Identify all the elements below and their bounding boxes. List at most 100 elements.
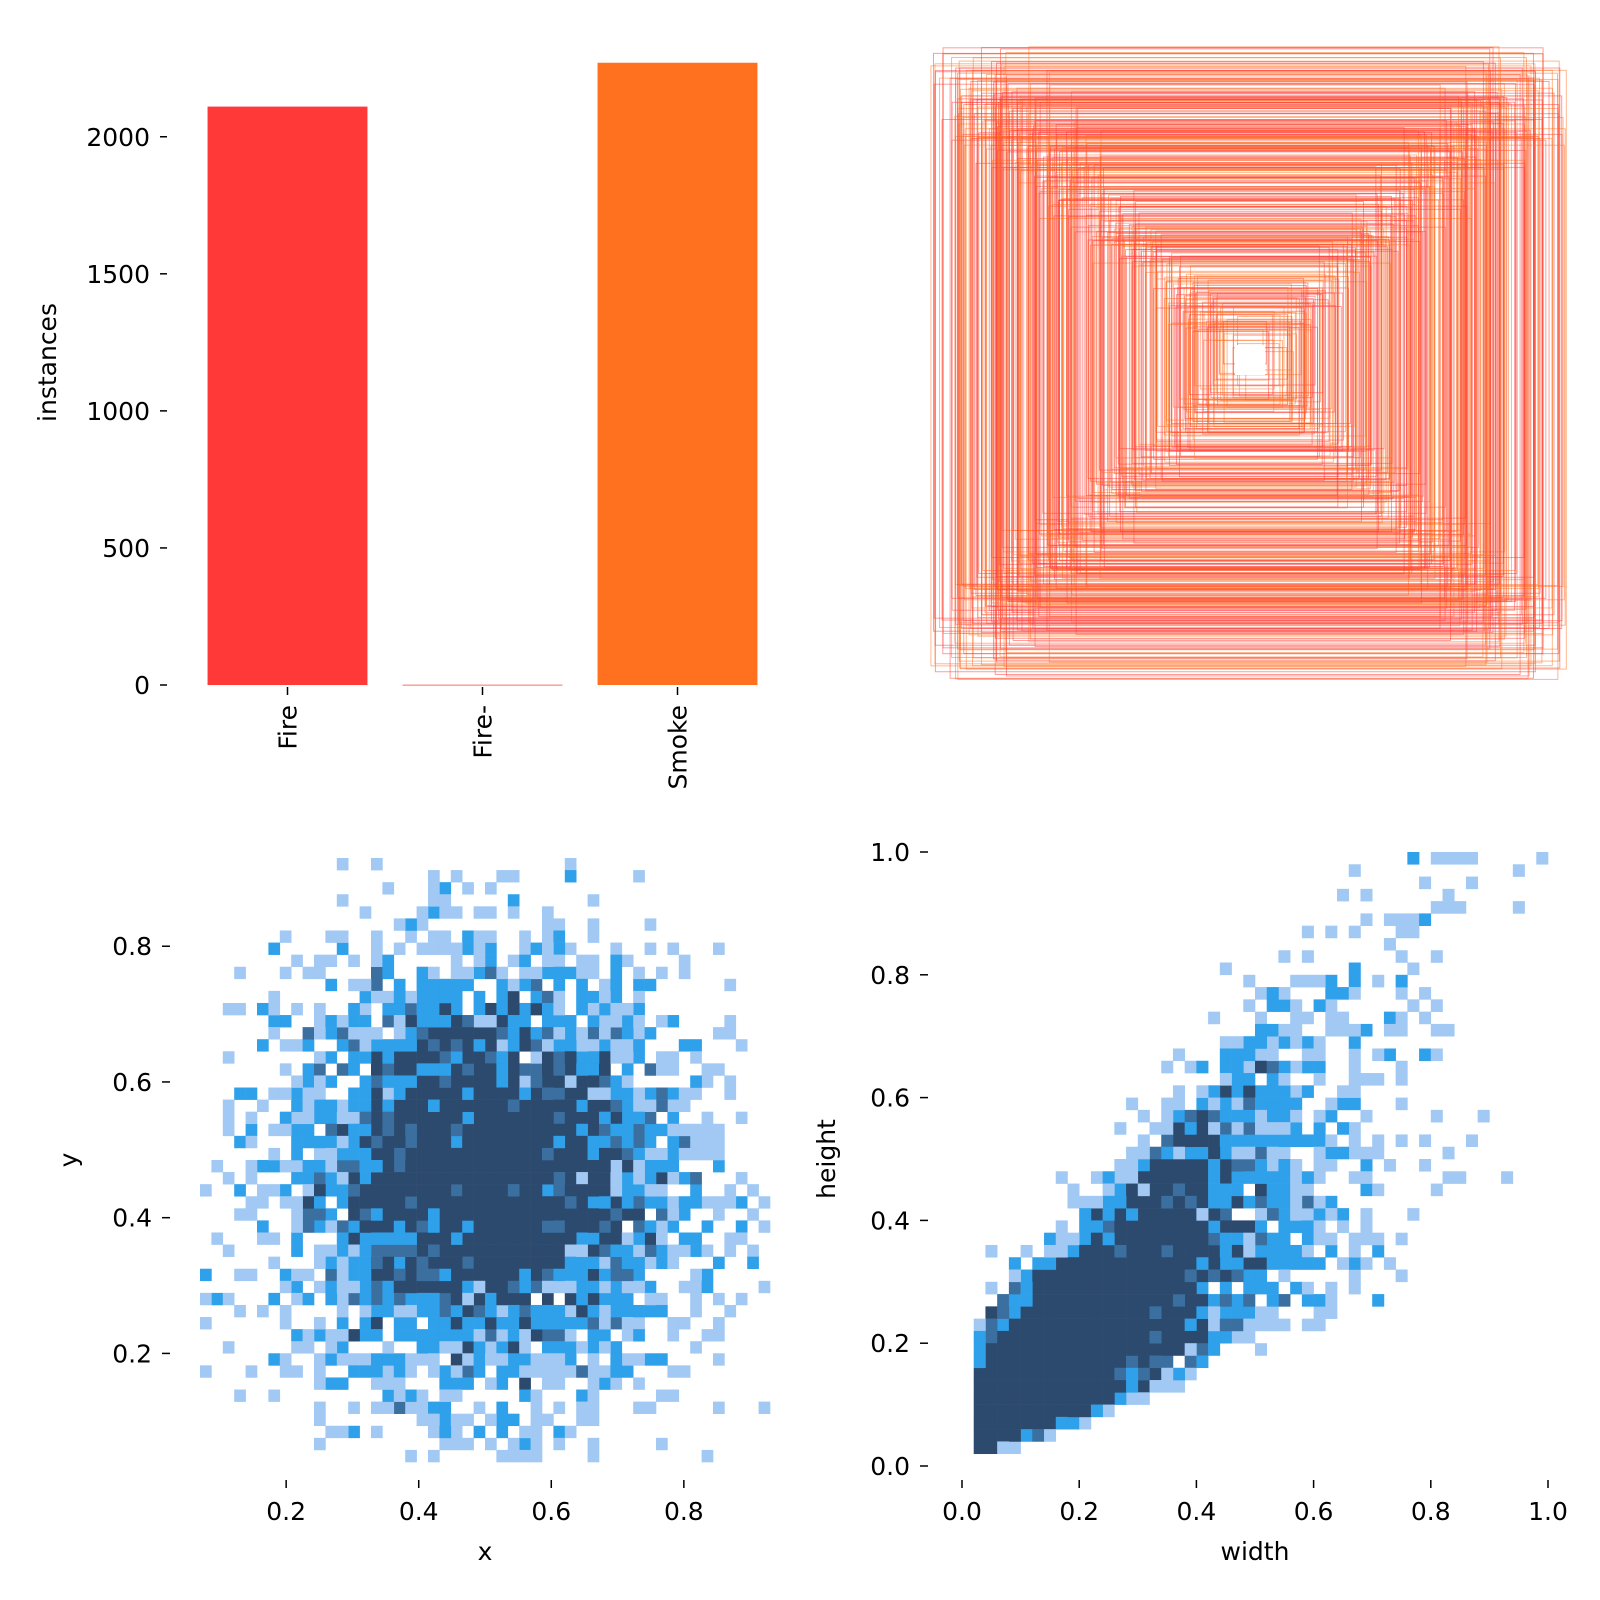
heatmap-cell [279,1317,292,1330]
heatmap-cell [599,1280,611,1294]
heatmap-cell [667,1111,680,1125]
heatmap-cell [507,1232,520,1245]
heatmap-cell [1348,864,1361,877]
heatmap-cell [1161,1294,1174,1307]
heatmap-cell [507,1413,520,1427]
heatmap-cell [530,1329,543,1342]
heatmap-cell [1055,1367,1068,1381]
heatmap-cell [1137,1183,1150,1197]
heatmap-cell [416,1087,429,1100]
heatmap-cell [325,1147,338,1161]
heatmap-cell [302,1039,315,1052]
heatmap-cell [439,1232,452,1245]
heatmap-cell [553,1401,566,1414]
heatmap-cell [1008,1367,1021,1381]
heatmap-cell [1278,987,1291,1000]
heatmap-cell [405,1002,417,1016]
heatmap-cell [371,1039,383,1052]
bounding-box-outline [1202,301,1315,435]
heatmap-cell [1020,1392,1033,1405]
heatmap-cell [507,1051,520,1064]
heatmap-cell [564,1341,577,1354]
heatmap-cell [428,1147,440,1161]
heatmap-cell [1102,1269,1115,1283]
heatmap-cell [576,1317,588,1330]
heatmap-cell [1067,1232,1080,1246]
heatmap-cell [1243,1220,1256,1233]
heatmap-cell [507,870,520,883]
heatmap-cell [382,1184,395,1197]
heatmap-cell [1325,1097,1338,1111]
heatmap-cell [462,1039,474,1052]
heatmap-cell [997,1441,1010,1455]
heatmap-cell [1126,1380,1139,1393]
heatmap-cell [279,1063,292,1076]
heatmap-cell [371,1317,383,1330]
heatmap-cell [450,1051,463,1064]
heatmap-cell [507,1365,520,1378]
heatmap-cell [428,1051,440,1064]
heatmap-cell [519,1425,531,1439]
heatmap-cell [1313,1171,1326,1184]
heatmap-cell [1149,1281,1162,1295]
heatmap-cell [1266,1073,1279,1086]
heatmap-cell [416,1111,429,1125]
heatmap-cell [279,1268,292,1282]
heatmap-cell [291,1232,303,1245]
heatmap-cell [747,1208,759,1221]
y-tick-label: 2000 [86,123,150,152]
heatmap-cell [325,1027,338,1040]
heatmap-cell [530,1039,543,1052]
heatmap-cell [553,1027,566,1040]
heatmap-cell [371,978,383,992]
y-tick-label: 0.8 [112,932,152,961]
heatmap-cell [701,1280,714,1294]
y-tick-label: 0.2 [870,1329,910,1358]
heatmap-cell [439,1425,452,1439]
heatmap-cell [473,1304,486,1318]
heatmap-cell [1020,1429,1033,1442]
heatmap-cell [1196,1269,1209,1283]
heatmap-cell [1407,962,1420,976]
heatmap-cell [348,1401,360,1414]
heatmap-cell [450,1135,463,1149]
heatmap-cell [1360,913,1373,926]
heatmap-cell [553,1123,566,1137]
heatmap-cell [599,990,611,1004]
bounding-box-outline [1056,174,1433,543]
heatmap-cell [405,1280,417,1294]
heatmap-cell [359,1099,372,1112]
heatmap-cell [1196,1318,1209,1332]
y-axis-label: y [54,1152,83,1167]
heatmap-cell [462,1256,474,1270]
heatmap-cell [496,1317,509,1330]
heatmap-cell [610,966,623,980]
bounding-box-outline [1046,167,1470,548]
bounding-box-outline [1083,166,1377,515]
heatmap-cell [1020,1306,1033,1319]
heatmap-cell [1055,1416,1068,1430]
heatmap-cell [1219,1281,1232,1295]
heatmap-cell [393,1377,406,1390]
heatmap-cell [428,990,440,1004]
heatmap-cell [450,1341,463,1354]
heatmap-cell [485,882,497,895]
heatmap-cell [599,1196,611,1209]
heatmap-cell [359,1317,372,1330]
heatmap-cell [1196,1208,1209,1221]
heatmap-cell [314,1256,326,1270]
heatmap-cell [359,1087,372,1100]
heatmap-cell [359,1220,372,1233]
heatmap-cell [485,1075,497,1088]
heatmap-cell [724,1184,737,1197]
heatmap-cell [1278,1171,1291,1184]
heatmap-cell [542,1147,554,1161]
heatmap-cell [587,1413,600,1427]
heatmap-cell [1208,1109,1221,1123]
heatmap-cell [1313,1294,1326,1307]
heatmap-cell [656,1389,668,1402]
heatmap-cell [359,1256,372,1270]
heatmap-cell [428,1341,440,1354]
heatmap-cell [553,1063,566,1076]
heatmap-cell [1149,1294,1162,1307]
